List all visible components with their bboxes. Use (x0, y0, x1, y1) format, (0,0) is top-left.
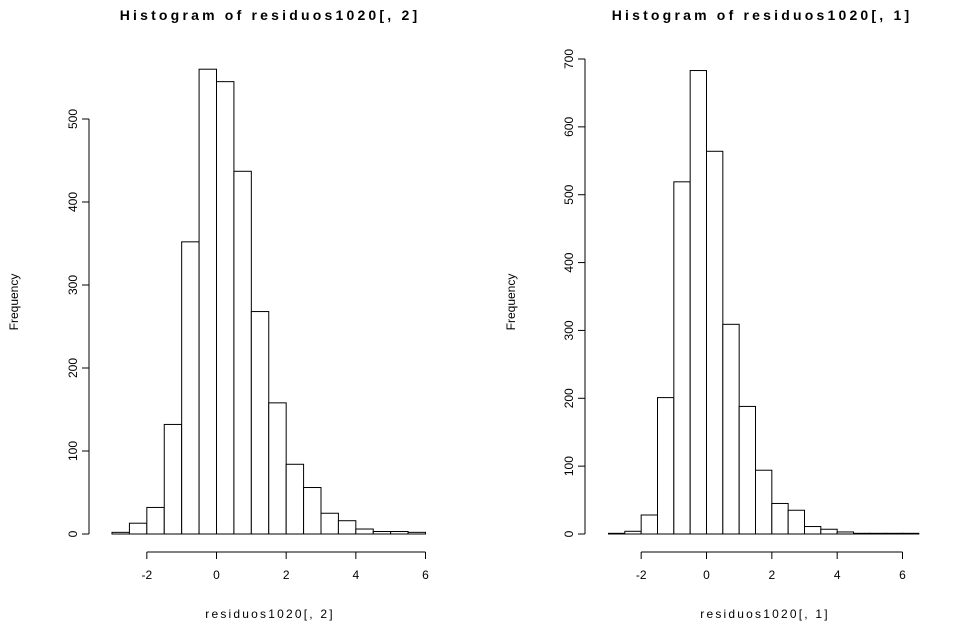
histogram-bar (250, 311, 270, 535)
y-axis-2: 0 100 200 300 400 500 600 700 (562, 49, 586, 537)
histogram-bar (198, 68, 217, 535)
histogram-bar (673, 181, 691, 535)
histogram-bar (820, 528, 838, 535)
histogram-bar (233, 170, 252, 535)
y-axis-1: 0 100 200 300 400 500 (66, 109, 90, 537)
histogram-bar (390, 531, 409, 535)
x-axis-2: -2 0 2 4 6 (636, 551, 906, 582)
y-tick-label: 300 (562, 320, 576, 340)
histogram-bar (885, 532, 904, 535)
histogram-panel-2: Histogram of residuos1020[, 1] Frequency… (504, 7, 920, 621)
x-tick-label: 4 (352, 568, 359, 582)
histogram-bar (722, 323, 740, 535)
y-tick-label: 200 (66, 358, 80, 378)
histogram-bar (738, 405, 757, 535)
y-tick-label: 500 (562, 184, 576, 204)
x-tick-label: 2 (283, 568, 290, 582)
x-tick-label: -2 (636, 568, 647, 582)
histogram-bar (337, 520, 357, 535)
x-axis-1: -2 0 2 4 6 (141, 551, 429, 582)
histogram-bar (372, 531, 392, 535)
histogram-bar (320, 512, 339, 535)
histogram-bar (216, 81, 235, 535)
x-tick-label: 2 (768, 568, 775, 582)
x-axis-label-2: residuos1020[, 1] (700, 607, 829, 621)
histogram-bar (128, 522, 148, 535)
histogram-bar (163, 423, 183, 535)
y-tick-label: 300 (66, 275, 80, 295)
histogram-bar (146, 506, 165, 535)
histogram-bar (355, 528, 374, 535)
histogram-bar (787, 509, 806, 535)
histogram-bar (608, 532, 626, 535)
chart-title-1: Histogram of residuos1020[, 2] (120, 7, 421, 23)
y-tick-label: 500 (66, 109, 80, 129)
y-tick-label: 700 (562, 49, 576, 69)
histogram-bar (706, 150, 724, 535)
chart-title-2: Histogram of residuos1020[, 1] (612, 7, 913, 23)
histogram-bar (771, 502, 789, 535)
histogram-bar (407, 531, 427, 535)
bars-panel-2 (608, 70, 920, 535)
histogram-bar (657, 397, 675, 535)
x-tick-label: 6 (899, 568, 906, 582)
y-tick-label: 100 (66, 441, 80, 461)
histogram-bar (268, 402, 287, 535)
y-tick-label: 200 (562, 388, 576, 408)
x-tick-label: 4 (834, 568, 841, 582)
histogram-bar (689, 70, 708, 535)
histogram-bar (303, 487, 322, 535)
x-tick-label: 6 (422, 568, 429, 582)
histogram-bar (640, 514, 659, 535)
histogram-panel-1: Histogram of residuos1020[, 2] Frequency… (7, 7, 429, 621)
histogram-bar (181, 241, 200, 535)
y-axis-label-1: Frequency (7, 274, 21, 331)
histogram-bar (853, 532, 871, 535)
histogram-bar (111, 531, 130, 535)
x-axis-label-1: residuos1020[, 2] (205, 607, 334, 621)
y-tick-label: 0 (66, 530, 80, 537)
y-tick-label: 0 (562, 530, 576, 537)
y-axis-label-2: Frequency (504, 274, 518, 331)
histogram-bar (902, 532, 920, 535)
y-tick-label: 400 (562, 252, 576, 272)
histogram-bar (869, 532, 887, 535)
x-tick-label: 0 (213, 568, 220, 582)
x-tick-label: -2 (141, 568, 152, 582)
histogram-bar (804, 526, 822, 535)
y-tick-label: 600 (562, 117, 576, 137)
histogram-bar (624, 530, 642, 535)
histogram-bar (836, 531, 855, 535)
y-tick-label: 400 (66, 192, 80, 212)
x-tick-label: 0 (703, 568, 710, 582)
bars-panel-1 (111, 68, 427, 535)
y-tick-label: 100 (562, 456, 576, 476)
histogram-bar (285, 463, 305, 535)
histogram-bar (755, 469, 773, 535)
